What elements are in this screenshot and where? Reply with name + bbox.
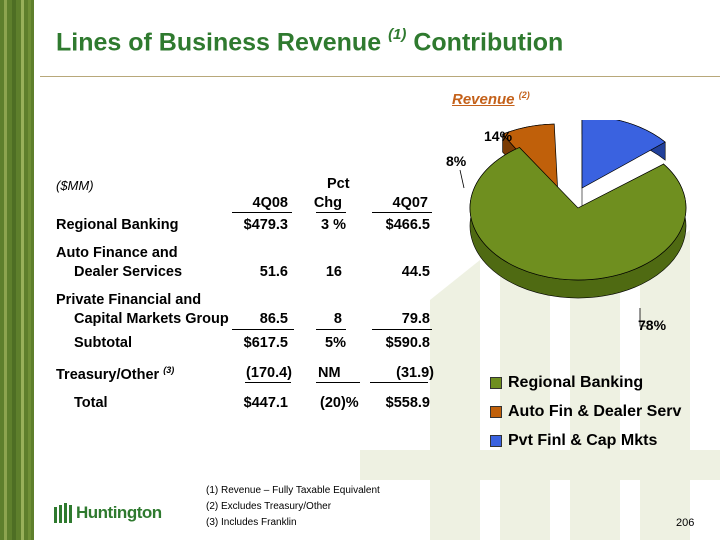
column-header-pct: Pct [327, 176, 350, 192]
cell-4q07: $558.9 [385, 395, 430, 411]
huntington-logo: Huntington [54, 503, 162, 523]
title-divider [40, 76, 720, 77]
row-label-cont: Dealer Services [74, 264, 183, 280]
cell-chg: (20)% [320, 395, 359, 411]
cell-chg: NM [318, 365, 341, 381]
cell-4q08: $617.5 [243, 335, 288, 351]
legend-label: Auto Fin & Dealer Serv [508, 402, 682, 420]
row-label: Treasury/Other (3) [56, 365, 175, 383]
slice-label: 14% [484, 128, 513, 144]
units-label: ($MM) [56, 178, 94, 193]
subtotal-rule [232, 329, 294, 330]
cell-4q08: 51.6 [259, 264, 288, 280]
row-label-cont: Capital Markets Group [74, 311, 229, 327]
logo-mark-icon [54, 503, 72, 523]
subtotal-rule [316, 329, 346, 330]
cell-chg: 16 [325, 264, 342, 280]
total-rule [370, 382, 428, 383]
cell-chg: 8 [333, 311, 342, 327]
legend-item-regional-banking: Regional Banking [490, 368, 681, 397]
subtotal-rule [372, 329, 432, 330]
pie-slice-regional-banking [469, 147, 687, 281]
cell-4q08: 86.5 [259, 311, 288, 327]
legend-item-pvt-finl: Pvt Finl & Cap Mkts [490, 426, 681, 455]
page-title: Lines of Business Revenue (1) Contributi… [56, 26, 564, 57]
chart-title: Revenue (2) [452, 90, 530, 108]
decorative-stripes [0, 0, 34, 540]
cell-chg: 3 % [321, 217, 346, 233]
row-label: Total [74, 395, 108, 411]
slice-leader-line [459, 169, 465, 189]
header-underline [232, 212, 292, 213]
total-rule [316, 382, 360, 383]
slice-label: 78% [638, 317, 667, 333]
legend-label: Regional Banking [508, 373, 644, 391]
column-header-chg: Chg [313, 195, 342, 211]
slice-label: 8% [446, 153, 467, 169]
footnote: (1) Revenue – Fully Taxable Equivalent [206, 485, 380, 496]
page-number: 206 [676, 517, 695, 529]
slice-leader-line [639, 308, 646, 327]
cell-4q07: (31.9) [396, 365, 434, 381]
cell-4q07: $466.5 [385, 217, 430, 233]
legend-swatch [490, 405, 502, 418]
cell-chg: 5% [325, 335, 346, 351]
header-underline [316, 212, 346, 213]
cell-4q07: 79.8 [401, 311, 430, 327]
legend-label: Pvt Finl & Cap Mkts [508, 431, 658, 449]
cell-4q08: $447.1 [243, 395, 288, 411]
column-header-4q07: 4Q07 [392, 195, 428, 211]
pie-slice-pvt-finl-cap-mkts [581, 120, 666, 189]
cell-4q07: $590.8 [385, 335, 430, 351]
legend-swatch [490, 376, 502, 389]
footnote: (3) Includes Franklin [206, 517, 297, 528]
cell-4q07: 44.5 [401, 264, 430, 280]
cell-4q08: (170.4) [246, 365, 292, 381]
row-label: Regional Banking [56, 217, 179, 233]
legend-swatch [490, 434, 502, 447]
column-header-4q08: 4Q08 [252, 195, 288, 211]
cell-4q08: $479.3 [243, 217, 288, 233]
chart-legend: Regional Banking Auto Fin & Dealer Serv … [490, 368, 681, 455]
legend-item-auto-fin: Auto Fin & Dealer Serv [490, 397, 681, 426]
logo-text: Huntington [76, 503, 162, 522]
revenue-pie-chart: 78% 8% 14% [446, 120, 687, 333]
row-label: Auto Finance and [56, 245, 178, 261]
background-decoration [360, 210, 720, 540]
footnote: (2) Excludes Treasury/Other [206, 501, 332, 512]
header-underline [372, 212, 432, 213]
row-label: Private Financial and [56, 292, 202, 308]
row-label: Subtotal [74, 335, 132, 351]
total-rule [245, 382, 291, 383]
